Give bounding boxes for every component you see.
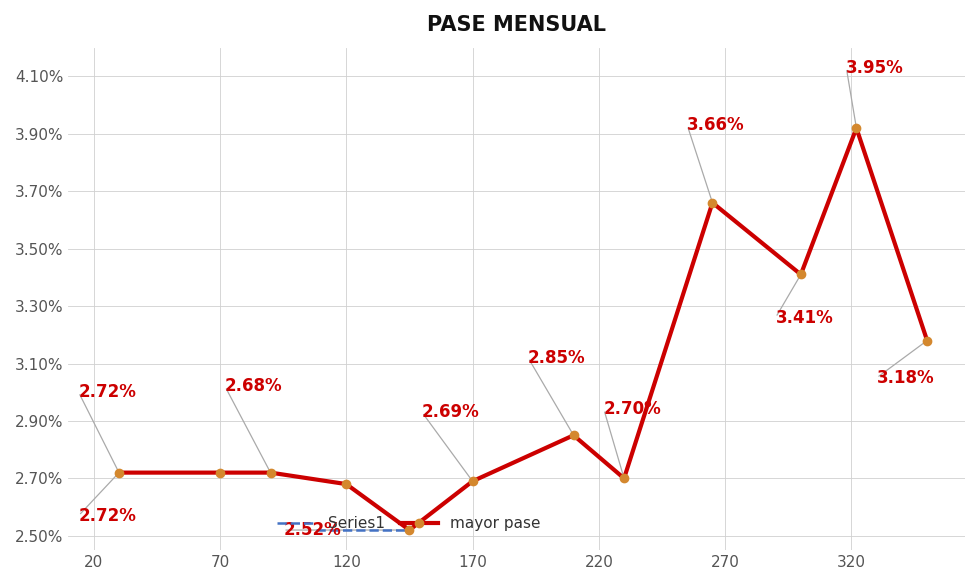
mayor pase [265,469,276,476]
mayor pase [340,481,352,488]
Text: 2.68%: 2.68% [225,377,282,395]
Text: 3.95%: 3.95% [847,58,905,77]
Legend: Series1, mayor pase: Series1, mayor pase [271,510,547,538]
Text: 2.85%: 2.85% [528,349,586,367]
mayor pase [851,125,862,132]
mayor pase [113,469,124,476]
Series1 [310,526,321,534]
Text: 2.72%: 2.72% [78,383,136,401]
Text: 3.18%: 3.18% [877,369,934,387]
Text: 2.52%: 2.52% [283,521,341,539]
mayor pase [214,469,225,476]
Text: 3.66%: 3.66% [687,116,745,134]
Line: mayor pase: mayor pase [115,124,931,534]
Text: 2.72%: 2.72% [78,507,136,525]
Text: 2.69%: 2.69% [422,403,480,421]
mayor pase [795,271,807,278]
Title: PASE MENSUAL: PASE MENSUAL [427,15,607,35]
mayor pase [618,475,630,482]
Series1 [404,526,416,534]
mayor pase [404,526,416,534]
mayor pase [567,432,579,439]
Text: 3.41%: 3.41% [775,308,833,326]
Text: 2.70%: 2.70% [604,401,662,418]
mayor pase [466,478,478,485]
mayor pase [707,199,718,207]
mayor pase [921,337,933,344]
